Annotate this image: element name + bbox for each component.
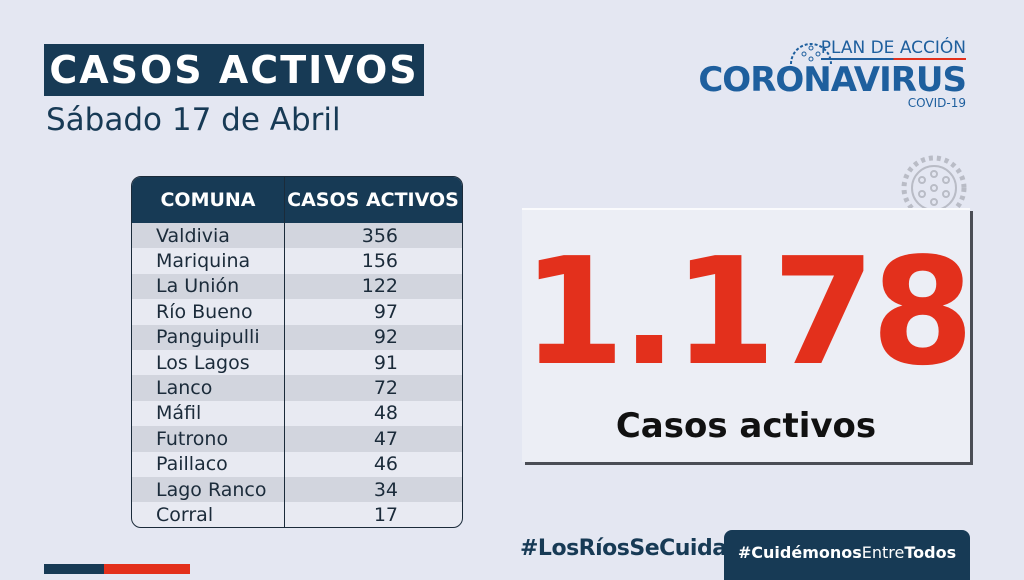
comuna-cell: Futrono <box>156 427 229 450</box>
casos-cell: 156 <box>361 250 398 273</box>
casos-cell: 91 <box>373 351 398 374</box>
virus-decoration-icon <box>901 155 967 210</box>
total-label: Casos activos <box>615 406 877 446</box>
comuna-cell: Lago Ranco <box>156 478 267 501</box>
hashtag-cuidemonos: #Cuidémonos Entre Todos <box>724 530 970 580</box>
comuna-cell: Paillaco <box>156 453 228 476</box>
table-row: La Unión 122 <box>132 273 462 300</box>
casos-cell: 92 <box>373 326 398 349</box>
casos-cell: 48 <box>373 402 398 425</box>
comuna-cell: Lanco <box>156 377 213 400</box>
header-casos: CASOS ACTIVOS <box>287 189 459 211</box>
header-comuna: COMUNA <box>160 189 256 211</box>
page-title: CASOS ACTIVOS <box>44 44 424 96</box>
hashtag2-part1: #Cuidémonos <box>737 542 862 562</box>
casos-cell: 17 <box>373 503 398 526</box>
table-row: Máfil 48 <box>132 401 462 426</box>
table-row: Lanco 72 <box>132 375 462 401</box>
table-row: Paillaco 46 <box>132 452 462 477</box>
table-row: Río Bueno 97 <box>132 299 462 324</box>
table-row: Futrono 47 <box>132 426 462 452</box>
virus-icon <box>790 43 832 64</box>
casos-cell: 47 <box>373 427 398 450</box>
table-row: Lago Ranco 34 <box>132 476 462 503</box>
table-row: Panguipulli 92 <box>132 324 462 350</box>
table-row: Corral 17 <box>132 502 462 527</box>
date-subtitle: Sábado 17 de Abril <box>46 102 341 138</box>
total-value: 1.178 <box>522 226 974 398</box>
comuna-cell: Panguipulli <box>156 326 260 349</box>
casos-cell: 46 <box>373 453 398 476</box>
hashtag-losrios: #LosRíosSeCuida <box>520 536 727 561</box>
casos-cell: 72 <box>373 377 398 400</box>
column-divider <box>284 177 285 527</box>
logo-main-text: CORONAVIRUS <box>698 60 967 100</box>
logo-plan-text: PLAN DE ACCIÓN <box>820 38 966 60</box>
comuna-cell: Corral <box>156 503 214 526</box>
table-header: COMUNA CASOS ACTIVOS <box>132 177 462 223</box>
casos-cell: 97 <box>373 300 398 323</box>
casos-cell: 356 <box>361 224 398 247</box>
comuna-cell: Máfil <box>156 402 202 425</box>
hashtag2-part2: Entre <box>861 542 905 562</box>
casos-cell: 122 <box>361 275 398 298</box>
cases-table: COMUNA CASOS ACTIVOS Valdivia 356 Mariquin… <box>131 176 463 528</box>
comuna-cell: Valdivia <box>156 224 230 247</box>
comuna-cell: Los Lagos <box>156 351 250 374</box>
table-row: Mariquina 156 <box>132 248 462 273</box>
logo-sub-text: COVID-19 <box>907 96 966 110</box>
flag-bar-red <box>104 564 190 574</box>
coronavirus-logo: PLAN DE ACCIÓN CORONAVIRUS COVID-19 <box>698 34 970 114</box>
comuna-cell: Río Bueno <box>156 300 253 323</box>
comuna-cell: La Unión <box>156 275 240 298</box>
flag-bar-blue <box>44 564 104 574</box>
hashtag2-part3: Todos <box>904 542 957 562</box>
table-row: Valdivia 356 <box>132 223 462 249</box>
comuna-cell: Mariquina <box>156 250 251 273</box>
casos-cell: 34 <box>373 478 398 501</box>
table-row: Los Lagos 91 <box>132 350 462 375</box>
total-card: 1.178 Casos activos <box>522 208 974 462</box>
